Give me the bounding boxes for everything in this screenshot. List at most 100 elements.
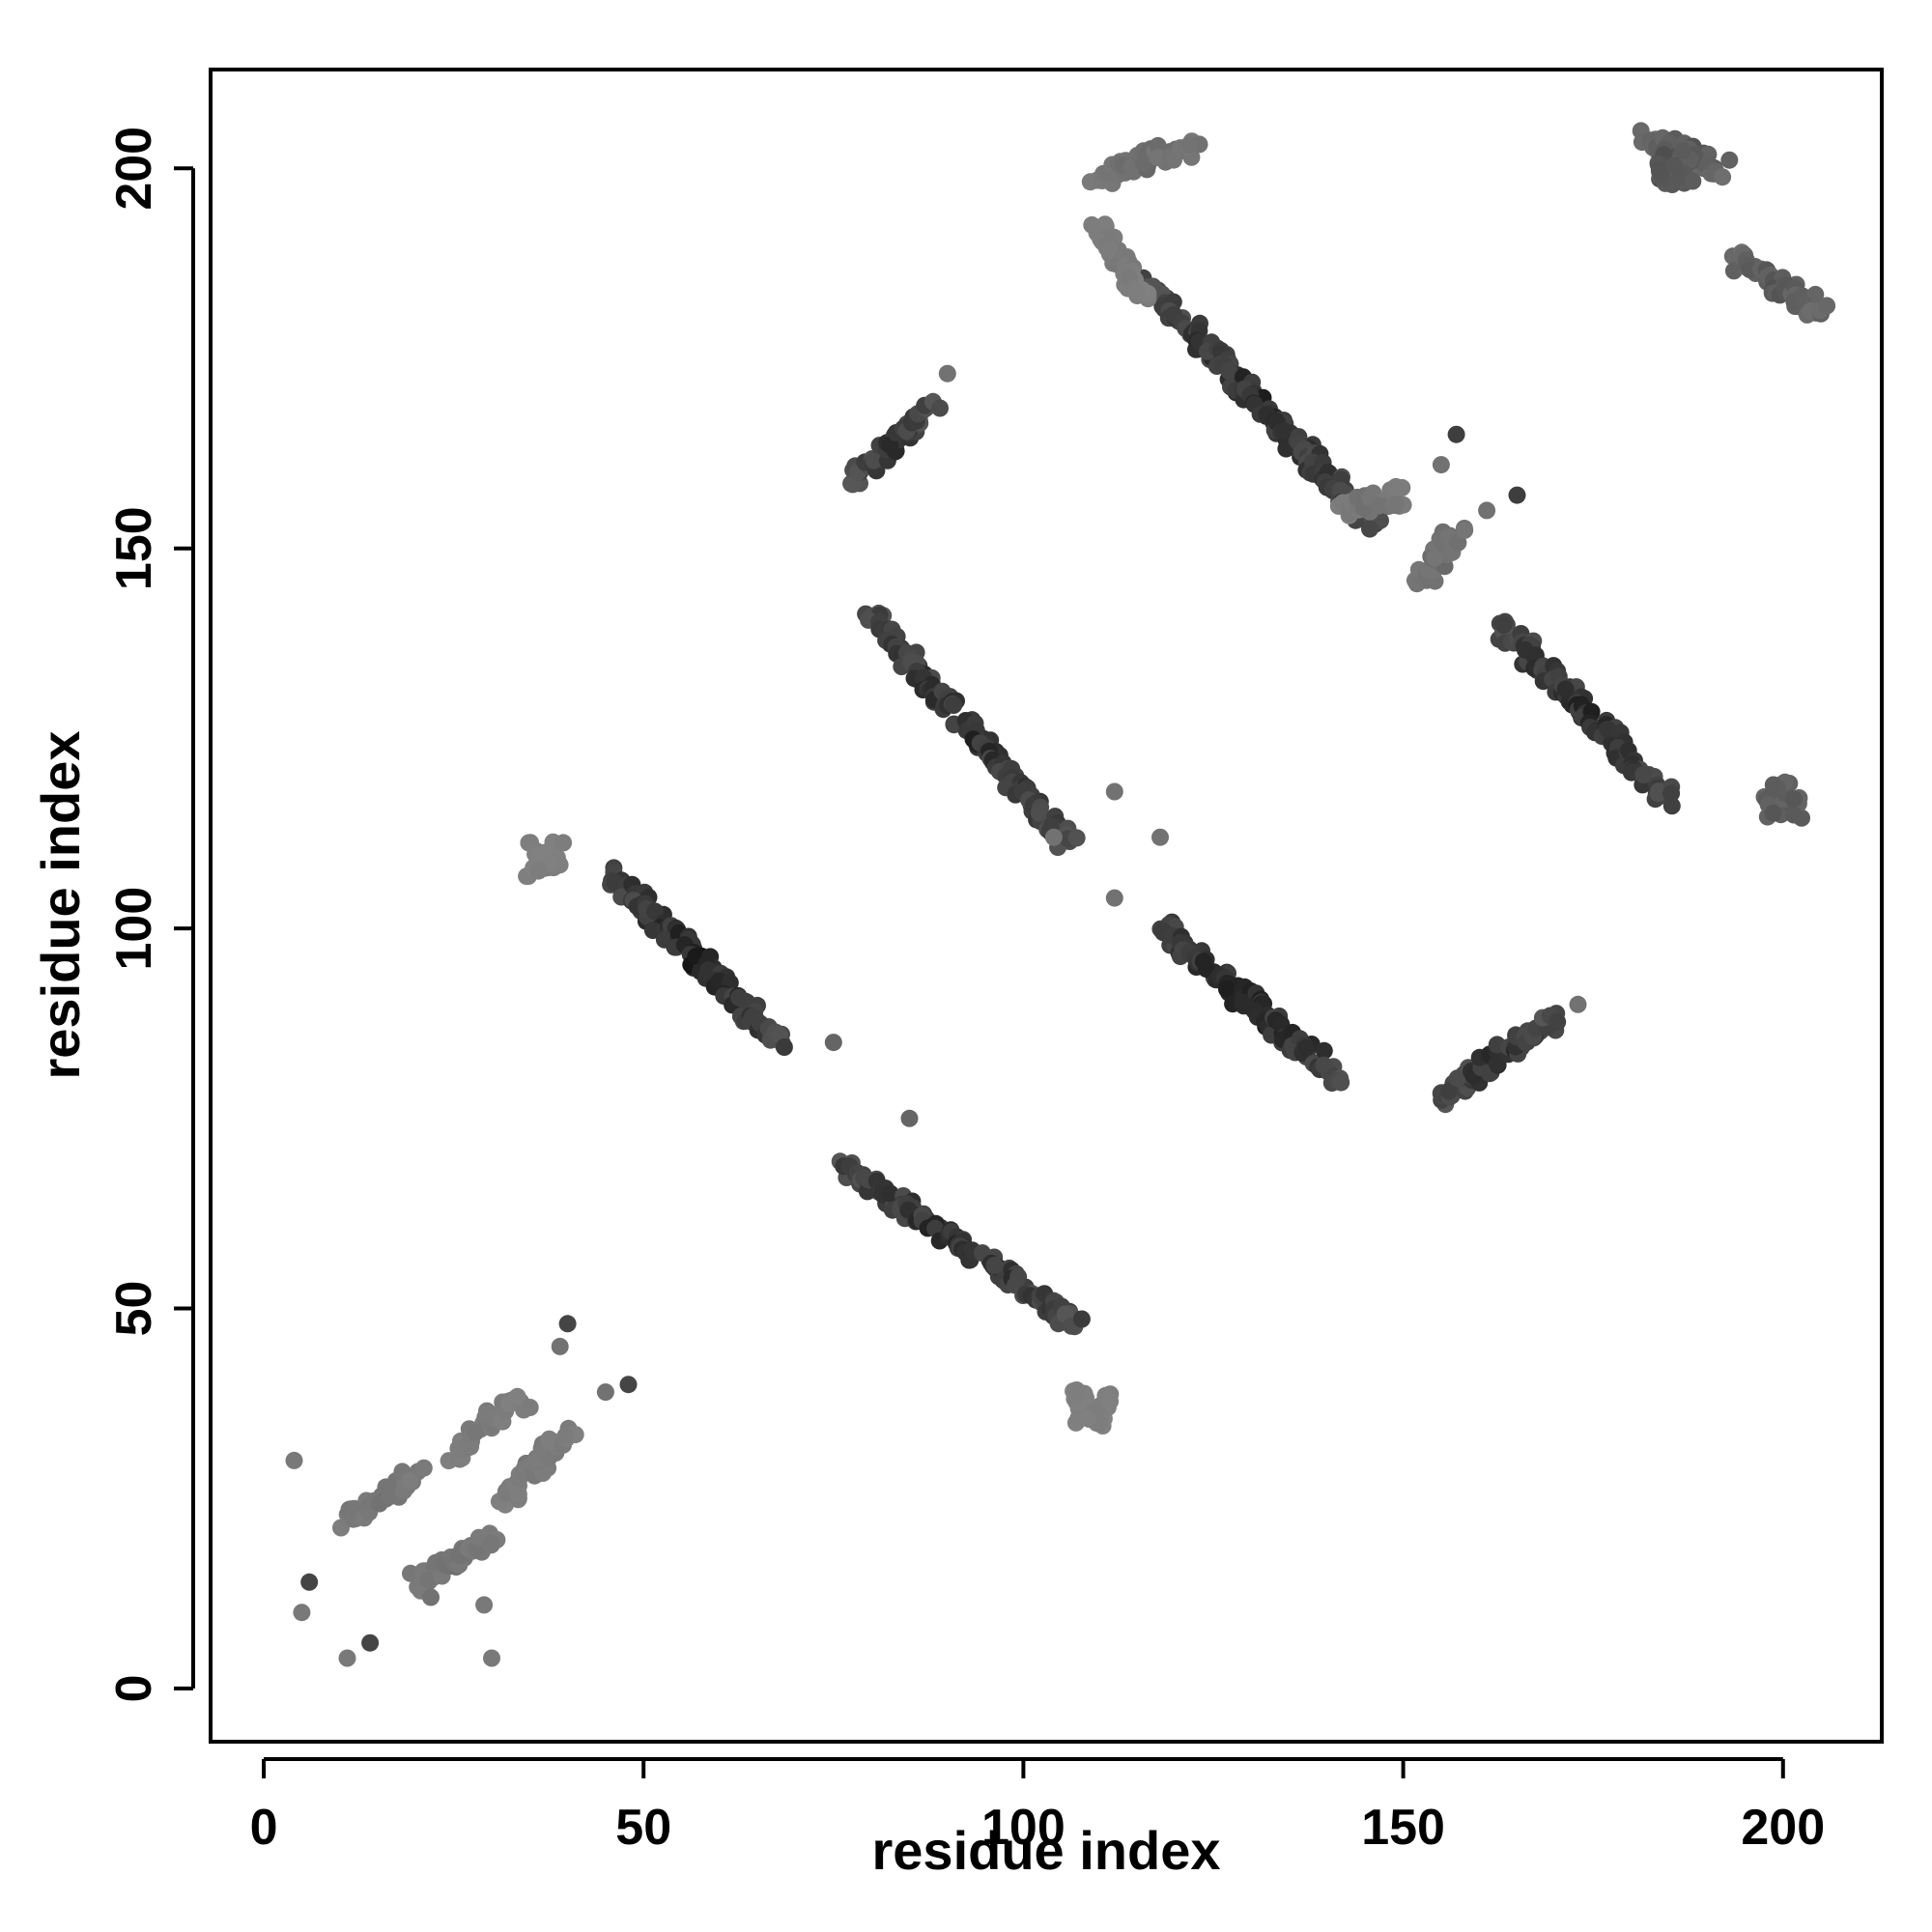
contact-point [1101, 1392, 1120, 1410]
x-tick-label: 0 [250, 1800, 278, 1856]
contact-point [1556, 680, 1575, 698]
contact-point [1296, 1038, 1315, 1057]
contact-point [1361, 520, 1378, 538]
contact-point [285, 1451, 303, 1469]
y-axis-title: residue index [30, 730, 91, 1079]
contact-point [1494, 616, 1513, 635]
contact-point [529, 862, 548, 880]
contact-point [1220, 362, 1238, 381]
contact-point [1662, 784, 1681, 803]
contact-point [558, 1315, 577, 1333]
contact-point [361, 1634, 380, 1652]
contact-point [1684, 172, 1702, 190]
contact-point [900, 1109, 919, 1127]
contact-point [293, 1604, 311, 1622]
contact-point [1447, 425, 1465, 443]
contact-point [508, 1387, 526, 1406]
contact-point [646, 902, 664, 921]
contact-point [1720, 151, 1739, 169]
contact-point [332, 1519, 350, 1537]
y-tick-label: 50 [106, 1281, 162, 1337]
contact-point [1370, 497, 1388, 515]
x-tick-label: 150 [1361, 1800, 1445, 1856]
contact-point [1665, 156, 1683, 175]
contact-point [1488, 1055, 1506, 1073]
contact-point [1072, 1310, 1091, 1328]
contact-point [1634, 766, 1653, 783]
contact-point [1044, 828, 1063, 846]
contact-point [1785, 806, 1803, 824]
contact-point [1649, 784, 1667, 803]
contact-point [1218, 980, 1236, 999]
contact-point [945, 696, 963, 714]
y-tick-label: 0 [106, 1674, 162, 1702]
plot-frame [209, 68, 1884, 1744]
contact-point [1151, 828, 1169, 846]
contact-point [475, 1596, 494, 1614]
contact-point [1149, 149, 1167, 167]
contact-point [483, 1649, 500, 1667]
contact-point [1439, 1082, 1458, 1100]
contact-point [381, 1487, 399, 1505]
contact-point [1569, 995, 1587, 1013]
contact-point [1673, 142, 1691, 159]
contact-point [1432, 456, 1450, 474]
contact-point [1662, 797, 1681, 815]
contact-point [1714, 168, 1732, 186]
contact-point [1599, 721, 1617, 738]
x-tick-label: 100 [981, 1800, 1065, 1856]
contact-point [1456, 521, 1474, 539]
contact-point [1315, 1041, 1333, 1060]
contact-point [619, 1376, 638, 1394]
contact-point [1179, 136, 1198, 155]
contact-point [1818, 297, 1836, 315]
contact-point [1478, 501, 1496, 520]
contact-point [419, 1571, 438, 1589]
contact-point [985, 1257, 1004, 1274]
contact-point [551, 1337, 569, 1355]
contact-point [1386, 496, 1405, 514]
axes: 0 50 100 150 200 0 50 100 150 200 [106, 127, 1825, 1856]
contact-point [824, 1034, 842, 1052]
y-tick-label: 150 [106, 506, 162, 590]
contact-point [554, 834, 573, 852]
contact-point [1387, 477, 1405, 496]
contact-point [338, 1649, 356, 1667]
contact-point [1332, 1073, 1350, 1092]
contact-point [938, 364, 956, 383]
x-tick-label: 200 [1741, 1800, 1825, 1856]
contact-point [414, 1459, 433, 1477]
scatter-points [285, 122, 1836, 1667]
contact-point [1508, 486, 1526, 504]
contact-point [467, 1423, 485, 1441]
contact-point [931, 399, 949, 417]
contact-point [1069, 1384, 1088, 1403]
y-tick-label: 200 [106, 127, 162, 211]
contact-point [1764, 804, 1782, 822]
contact-point [865, 451, 883, 469]
y-tick-label: 100 [106, 887, 162, 971]
contact-point [1274, 422, 1293, 440]
contact-point [1078, 1409, 1096, 1428]
contact-point [1784, 790, 1803, 809]
x-axis-title: residue index [871, 1820, 1220, 1881]
contact-point [1105, 889, 1123, 907]
contact-point [300, 1573, 319, 1591]
x-tick-label: 50 [615, 1800, 671, 1856]
contact-point [1764, 776, 1782, 794]
contact-point [1426, 549, 1444, 567]
contact-point [730, 988, 749, 1007]
contact-point [1127, 282, 1146, 300]
contact-point [556, 1427, 575, 1445]
contact-point [596, 1383, 614, 1402]
contact-point [401, 1472, 419, 1490]
contact-point [881, 1184, 899, 1203]
contact-point [482, 1534, 500, 1552]
contact-point [1650, 162, 1668, 181]
contact-point [422, 1588, 440, 1606]
contact-point [1548, 1012, 1567, 1031]
contact-point [1067, 829, 1086, 847]
contact-point [1030, 804, 1048, 822]
contact-point [775, 1038, 793, 1056]
